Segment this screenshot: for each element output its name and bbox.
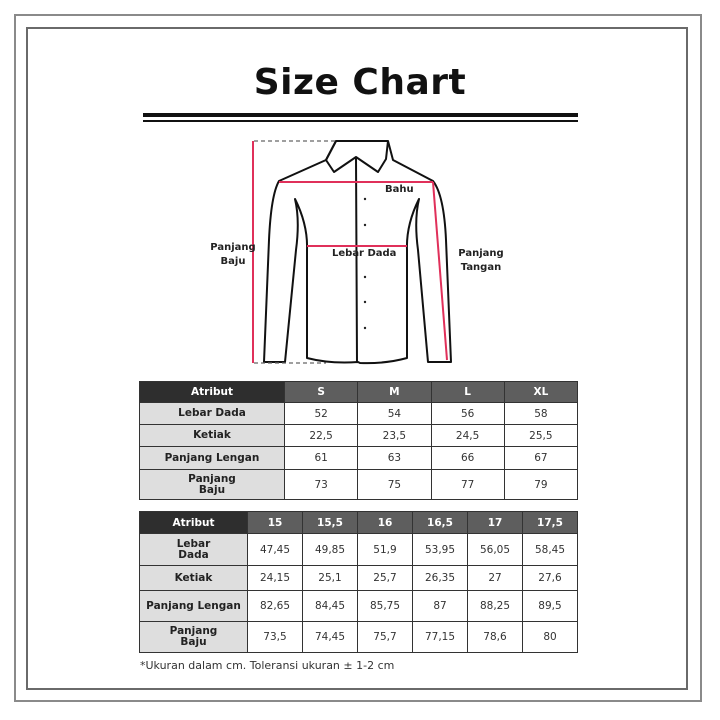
table-row: Panjang Lengan 61 63 66 67 bbox=[139, 446, 579, 470]
table-cell: 74,45 bbox=[302, 621, 358, 653]
size-table-numeric: Atribut 15 15,5 16 16,5 17 17,5 Lebar Dada 47,4… bbox=[139, 511, 578, 653]
table-cell: 75,7 bbox=[357, 621, 413, 653]
sleeve-length-line bbox=[432, 181, 448, 361]
size-table-letter: Atribut S M L XL Lebar Dada 52 54 56 58 Ketiak 22,… bbox=[139, 381, 579, 500]
table-cell: 85,75 bbox=[357, 590, 413, 622]
label-sleeve-length: Panjang Tangan bbox=[458, 248, 504, 273]
table-row: Lebar Dada 47,45 49,85 51,9 53,95 56,05 58,45 bbox=[139, 533, 578, 566]
table-cell: 58 bbox=[503, 402, 579, 425]
table-cell: 63 bbox=[357, 446, 432, 470]
table-row: Lebar Dada 52 54 56 58 bbox=[139, 402, 579, 425]
column-header: M bbox=[357, 381, 432, 403]
label-shoulder: Bahu bbox=[385, 184, 414, 195]
row-label: Lebar Dada bbox=[139, 402, 285, 425]
table-cell: 84,45 bbox=[302, 590, 358, 622]
table-cell: 26,35 bbox=[412, 565, 468, 591]
column-header: 15 bbox=[247, 511, 303, 534]
column-header: 17 bbox=[467, 511, 523, 534]
table-cell: 78,6 bbox=[467, 621, 523, 653]
table-cell: 22,5 bbox=[283, 424, 359, 447]
label-body-length: Panjang Baju bbox=[210, 242, 256, 267]
footnote: *Ukuran dalam cm. Toleransi ukuran ± 1-2… bbox=[140, 659, 395, 672]
table-cell: 52 bbox=[283, 402, 359, 425]
table-cell: 79 bbox=[503, 469, 579, 500]
column-header: 16 bbox=[357, 511, 413, 534]
row-label: Panjang Baju bbox=[139, 469, 285, 500]
table-cell: 89,5 bbox=[522, 590, 578, 622]
table-cell: 53,95 bbox=[412, 533, 468, 566]
table-cell: 75 bbox=[357, 469, 432, 500]
row-label: Lebar Dada bbox=[139, 533, 248, 566]
table-cell: 67 bbox=[503, 446, 579, 470]
label-chest: Lebar Dada bbox=[332, 248, 397, 259]
measure-lines bbox=[252, 141, 448, 363]
table-cell: 82,65 bbox=[247, 590, 303, 622]
table-cell: 73 bbox=[283, 469, 359, 500]
table-cell: 24,15 bbox=[247, 565, 303, 591]
table-cell: 56,05 bbox=[467, 533, 523, 566]
table-cell: 27 bbox=[467, 565, 523, 591]
shirt-collar bbox=[325, 140, 389, 364]
table-cell: 24,5 bbox=[430, 424, 505, 447]
row-label: Panjang Lengan bbox=[139, 590, 248, 622]
table-cell: 58,45 bbox=[522, 533, 578, 566]
table-cell: 51,9 bbox=[357, 533, 413, 566]
table-cell: 73,5 bbox=[247, 621, 303, 653]
row-label: Ketiak bbox=[139, 565, 248, 591]
table-cell: 61 bbox=[283, 446, 359, 470]
table-header-row: Atribut S M L XL bbox=[139, 381, 579, 403]
column-header: L bbox=[430, 381, 505, 403]
table-cell: 25,7 bbox=[357, 565, 413, 591]
title-underline-thin bbox=[143, 120, 578, 122]
table-cell: 80 bbox=[522, 621, 578, 653]
table-cell: 56 bbox=[430, 402, 505, 425]
row-label: Ketiak bbox=[139, 424, 285, 447]
title-underline-thick bbox=[143, 113, 578, 117]
column-header: 17,5 bbox=[522, 511, 578, 534]
table-header-row: Atribut 15 15,5 16 16,5 17 17,5 bbox=[139, 511, 578, 534]
table-cell: 49,85 bbox=[302, 533, 358, 566]
table-row: Panjang Baju 73,5 74,45 75,7 77,15 78,6 80 bbox=[139, 621, 578, 653]
column-header: S bbox=[283, 381, 359, 403]
column-header: Atribut bbox=[139, 381, 285, 403]
page-title: Size Chart bbox=[253, 62, 467, 103]
table-cell: 54 bbox=[357, 402, 432, 425]
table-cell: 88,25 bbox=[467, 590, 523, 622]
table-cell: 47,45 bbox=[247, 533, 303, 566]
column-header: 16,5 bbox=[412, 511, 468, 534]
table-cell: 25,1 bbox=[302, 565, 358, 591]
row-label: Panjang Baju bbox=[139, 621, 248, 653]
table-cell: 27,6 bbox=[522, 565, 578, 591]
shirt-outline bbox=[263, 140, 452, 365]
column-header: 15,5 bbox=[302, 511, 358, 534]
table-cell: 66 bbox=[430, 446, 505, 470]
column-header: XL bbox=[503, 381, 579, 403]
outer-frame bbox=[14, 14, 702, 702]
table-cell: 77,15 bbox=[412, 621, 468, 653]
table-row: Panjang Lengan 82,65 84,45 85,75 87 88,25 89,5 bbox=[139, 590, 578, 622]
inner-frame bbox=[26, 27, 688, 690]
table-cell: 87 bbox=[412, 590, 468, 622]
table-row: Panjang Baju 73 75 77 79 bbox=[139, 469, 579, 500]
table-row: Ketiak 24,15 25,1 25,7 26,35 27 27,6 bbox=[139, 565, 578, 591]
table-row: Ketiak 22,5 23,5 24,5 25,5 bbox=[139, 424, 579, 447]
row-label: Panjang Lengan bbox=[139, 446, 285, 470]
table-cell: 25,5 bbox=[503, 424, 579, 447]
table-cell: 77 bbox=[430, 469, 505, 500]
column-header: Atribut bbox=[139, 511, 248, 534]
table-cell: 23,5 bbox=[357, 424, 432, 447]
